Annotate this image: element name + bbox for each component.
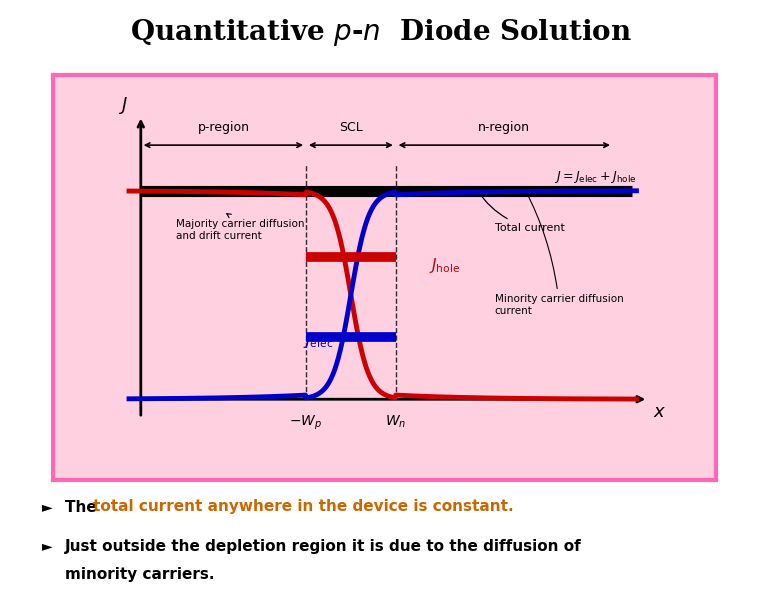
Text: $x$: $x$ (653, 403, 666, 421)
Text: ►: ► (42, 500, 53, 514)
Text: The: The (65, 499, 102, 514)
Text: Minority carrier diffusion
current: Minority carrier diffusion current (495, 190, 623, 316)
Text: Total current: Total current (479, 191, 565, 233)
Text: n-region: n-region (479, 121, 530, 134)
Text: p-region: p-region (197, 121, 249, 134)
Text: Quantitative $\mathit{p}$-$\mathit{n}$  Diode Solution: Quantitative $\mathit{p}$-$\mathit{n}$ D… (130, 17, 632, 49)
Text: total current anywhere in the device is constant.: total current anywhere in the device is … (93, 499, 514, 514)
Text: $J$: $J$ (120, 95, 129, 116)
Text: Majority carrier diffusion
and drift current: Majority carrier diffusion and drift cur… (176, 214, 305, 241)
Text: $J_{\rm hole}$: $J_{\rm hole}$ (429, 256, 460, 275)
Text: $J_{\rm elec}$: $J_{\rm elec}$ (303, 331, 333, 350)
Text: $-W_p$: $-W_p$ (290, 414, 322, 432)
Text: $W_n$: $W_n$ (385, 414, 406, 430)
Text: ►: ► (42, 539, 53, 553)
Text: minority carriers.: minority carriers. (65, 568, 214, 582)
Text: SCL: SCL (339, 121, 363, 134)
Text: Just outside the depletion region it is due to the diffusion of: Just outside the depletion region it is … (65, 539, 581, 553)
Text: $J = J_{\rm elec} + J_{\rm hole}$: $J = J_{\rm elec} + J_{\rm hole}$ (554, 169, 636, 185)
